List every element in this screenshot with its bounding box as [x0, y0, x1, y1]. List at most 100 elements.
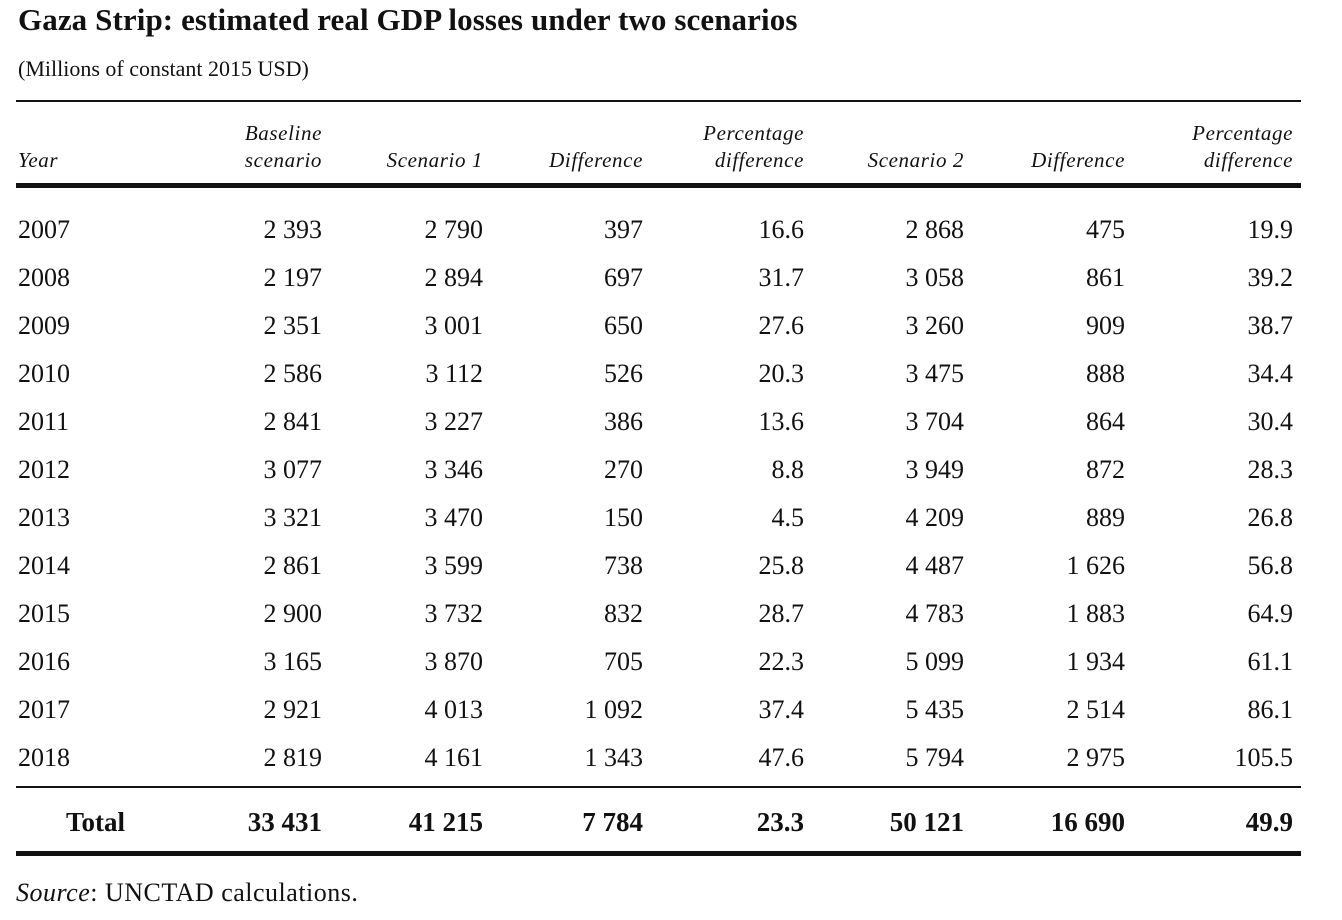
year-cell: 2017 [18, 695, 70, 724]
percentage-difference-1-cell: 16.6 [758, 215, 805, 244]
total-label: Total [66, 806, 126, 837]
percentage-difference-2-cell: 38.7 [1247, 311, 1294, 340]
header-pct1-line2: difference [714, 148, 804, 172]
percentage-difference-2-cell: 64.9 [1247, 599, 1294, 628]
scenario-2-cell: 2 868 [905, 215, 965, 244]
percentage-difference-2-cell: 39.2 [1247, 263, 1294, 292]
table-row: 2012 3 077 3 346 270 8.8 3 949 872 28.3 [16, 446, 1301, 494]
difference-2-cell: 2 975 [1066, 743, 1126, 772]
top-rule [16, 100, 1301, 102]
difference-2-cell: 864 [1086, 407, 1125, 436]
baseline-cell: 3 077 [263, 455, 323, 484]
header-pct2-line2: difference [1203, 148, 1293, 172]
scenario-1-cell: 2 790 [424, 215, 484, 244]
difference-1-cell: 650 [604, 311, 643, 340]
baseline-cell: 3 165 [263, 647, 323, 676]
percentage-difference-2-cell: 61.1 [1247, 647, 1294, 676]
total-row: Total 33 431 41 215 7 784 23.3 50 121 16… [16, 798, 1301, 846]
table-row: 2016 3 165 3 870 705 22.3 5 099 1 934 61.1 [16, 638, 1301, 686]
total-scenario-1: 41 215 [408, 806, 483, 837]
percentage-difference-1-cell: 37.4 [758, 695, 805, 724]
year-cell: 2012 [18, 455, 70, 484]
year-cell: 2016 [18, 647, 70, 676]
percentage-difference-2-cell: 30.4 [1247, 407, 1294, 436]
total-scenario-2: 50 121 [889, 806, 964, 837]
total-percentage-difference-2: 49.9 [1245, 806, 1293, 837]
header-scenario-1: Scenario 1 [386, 148, 483, 172]
percentage-difference-1-cell: 25.8 [758, 551, 805, 580]
total-baseline: 33 431 [247, 806, 322, 837]
difference-1-cell: 832 [604, 599, 643, 628]
difference-1-cell: 526 [604, 359, 643, 388]
table-title: Gaza Strip: estimated real GDP losses un… [18, 2, 798, 37]
scenario-1-cell: 3 470 [424, 503, 484, 532]
year-cell: 2011 [18, 407, 70, 436]
total-rule [16, 786, 1301, 788]
difference-2-cell: 872 [1086, 455, 1125, 484]
difference-1-cell: 1 092 [584, 695, 644, 724]
header-percentage-difference-1: Percentage difference [651, 116, 812, 174]
total-difference-1: 7 784 [582, 806, 643, 837]
percentage-difference-2-cell: 86.1 [1247, 695, 1294, 724]
baseline-cell: 2 921 [263, 695, 323, 724]
difference-1-cell: 397 [604, 215, 643, 244]
header-rule [16, 183, 1301, 188]
scenario-2-cell: 3 058 [905, 263, 965, 292]
difference-1-cell: 738 [604, 551, 643, 580]
header-percentage-difference-2: Percentage difference [1133, 116, 1301, 174]
year-cell: 2009 [18, 311, 70, 340]
header-baseline-line2: scenario [244, 148, 322, 172]
difference-2-cell: 888 [1086, 359, 1125, 388]
percentage-difference-2-cell: 56.8 [1247, 551, 1294, 580]
table-row: 2018 2 819 4 161 1 343 47.6 5 794 2 975 105.5 [16, 734, 1301, 782]
percentage-difference-2-cell: 19.9 [1247, 215, 1294, 244]
scenario-2-cell: 4 209 [905, 503, 965, 532]
scenario-2-cell: 5 435 [905, 695, 965, 724]
percentage-difference-2-cell: 28.3 [1247, 455, 1294, 484]
difference-1-cell: 270 [604, 455, 643, 484]
header-pct2-line1: Percentage [1192, 121, 1293, 145]
percentage-difference-1-cell: 31.7 [758, 263, 805, 292]
difference-1-cell: 1 343 [584, 743, 644, 772]
scenario-2-cell: 3 704 [905, 407, 965, 436]
difference-1-cell: 150 [604, 503, 643, 532]
year-cell: 2018 [18, 743, 70, 772]
percentage-difference-1-cell: 20.3 [758, 359, 805, 388]
year-cell: 2015 [18, 599, 70, 628]
header-pct1-line1: Percentage [703, 121, 804, 145]
baseline-cell: 2 861 [263, 551, 323, 580]
baseline-cell: 2 393 [263, 215, 323, 244]
scenario-1-cell: 3 001 [424, 311, 484, 340]
baseline-cell: 2 197 [263, 263, 323, 292]
difference-2-cell: 1 626 [1066, 551, 1126, 580]
difference-2-cell: 1 934 [1066, 647, 1126, 676]
baseline-cell: 2 900 [263, 599, 323, 628]
year-cell: 2014 [18, 551, 70, 580]
source-text: : UNCTAD calculations. [90, 878, 359, 907]
percentage-difference-2-cell: 26.8 [1247, 503, 1294, 532]
table-body: 2007 2 393 2 790 397 16.6 2 868 475 19.9 2008 2 1… [16, 206, 1301, 782]
table-row: 2014 2 861 3 599 738 25.8 4 487 1 626 56.8 [16, 542, 1301, 590]
baseline-cell: 2 819 [263, 743, 323, 772]
difference-2-cell: 1 883 [1066, 599, 1126, 628]
table-row: 2008 2 197 2 894 697 31.7 3 058 861 39.2 [16, 254, 1301, 302]
total-difference-2: 16 690 [1050, 806, 1125, 837]
difference-2-cell: 2 514 [1066, 695, 1126, 724]
scenario-2-cell: 3 475 [905, 359, 965, 388]
scenario-1-cell: 3 870 [424, 647, 484, 676]
percentage-difference-1-cell: 8.8 [771, 455, 805, 484]
table-subtitle: (Millions of constant 2015 USD) [18, 56, 309, 81]
difference-2-cell: 909 [1086, 311, 1125, 340]
table-row: 2011 2 841 3 227 386 13.6 3 704 864 30.4 [16, 398, 1301, 446]
difference-1-cell: 697 [604, 263, 643, 292]
header-baseline-line1: Baseline [244, 121, 322, 145]
baseline-cell: 2 351 [263, 311, 323, 340]
percentage-difference-1-cell: 22.3 [758, 647, 805, 676]
table-row: 2007 2 393 2 790 397 16.6 2 868 475 19.9 [16, 206, 1301, 254]
scenario-2-cell: 3 949 [905, 455, 965, 484]
scenario-1-cell: 3 227 [424, 407, 484, 436]
scenario-1-cell: 3 599 [424, 551, 484, 580]
percentage-difference-1-cell: 4.5 [771, 503, 805, 532]
scenario-2-cell: 5 099 [905, 647, 965, 676]
table-header: Year Baseline scenario Scenario 1 Differ… [16, 116, 1301, 174]
